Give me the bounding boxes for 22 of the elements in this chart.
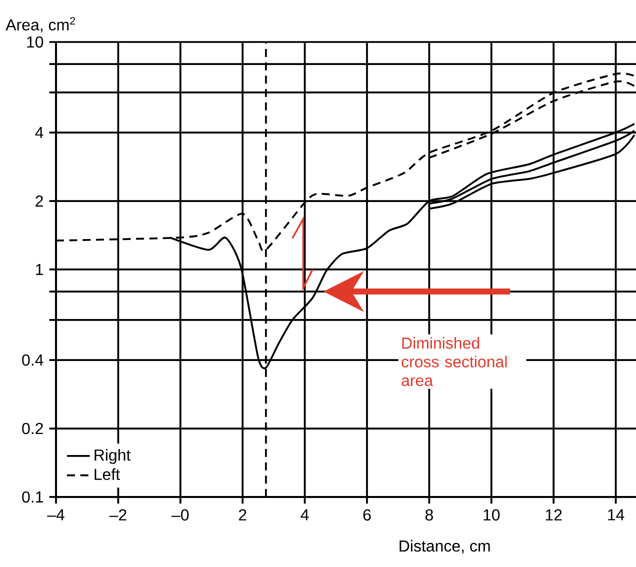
y-tick-label: 1 xyxy=(36,264,43,275)
y-tick-label: 0.1 xyxy=(22,491,43,503)
y-tick-label: 0.4 xyxy=(22,354,44,366)
y-tick-label: 4 xyxy=(35,127,44,138)
y-axis-title: Area, cm$^{2}$ xyxy=(6,17,76,32)
x-axis-title: Distance, cm xyxy=(400,540,490,554)
annotation: Diminished cross sectional area xyxy=(402,337,507,386)
x-tick-label: –2 xyxy=(109,509,126,520)
y-tick-label: 0.2 xyxy=(22,422,43,434)
x-tick-label: –0 xyxy=(172,509,189,521)
x-tick-label: 4 xyxy=(300,509,309,520)
x-tick-label: 6 xyxy=(363,509,371,521)
y-tick-label: 2 xyxy=(36,195,43,207)
x-tick-label: 2 xyxy=(238,509,246,520)
x-tick-label: –4 xyxy=(47,509,64,520)
legend-label: Right xyxy=(94,448,131,464)
x-tick-label: 10 xyxy=(484,509,500,521)
x-tick-label: 8 xyxy=(425,509,433,521)
y-tick-label: 10 xyxy=(27,36,44,48)
x-tick-label: 14 xyxy=(608,509,624,520)
x-tick-label: 12 xyxy=(546,509,562,520)
legend-label: Left xyxy=(94,468,120,480)
